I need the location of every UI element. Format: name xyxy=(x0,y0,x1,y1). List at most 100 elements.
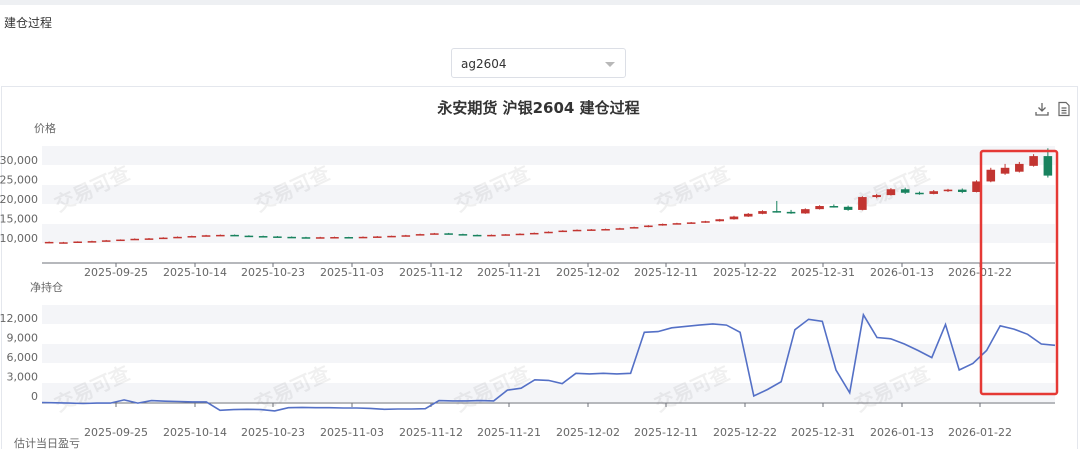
chevron-down-icon xyxy=(605,62,615,67)
candlestick xyxy=(672,222,682,225)
candlestick xyxy=(230,234,239,237)
candlestick xyxy=(801,208,810,214)
candlestick xyxy=(273,236,282,238)
price-grid-band xyxy=(42,185,1055,204)
candlestick xyxy=(1000,163,1010,175)
price-y-tick: 30,000 xyxy=(0,154,38,167)
candlestick xyxy=(116,239,125,242)
candlestick xyxy=(444,232,453,235)
candlestick xyxy=(87,240,97,243)
candlestick xyxy=(644,225,653,228)
price-x-tick-label: 2025-11-12 xyxy=(399,266,463,279)
candlestick xyxy=(144,238,154,240)
candlestick xyxy=(287,236,296,239)
candlestick xyxy=(729,215,739,220)
candlestick xyxy=(743,213,753,217)
section-title: 建仓过程 xyxy=(4,16,53,30)
position-x-tick-label: 2025-11-21 xyxy=(477,426,541,439)
position-x-tick-label: 2025-12-11 xyxy=(634,426,698,439)
position-x-tick-label: 2025-12-31 xyxy=(791,426,855,439)
candlestick xyxy=(943,188,953,192)
candlestick xyxy=(387,235,396,238)
candlestick xyxy=(158,237,168,240)
position-y-tick: 3,000 xyxy=(7,371,39,384)
data-view-icon[interactable] xyxy=(1056,101,1072,117)
position-y-tick: 0 xyxy=(31,390,38,403)
candlestick xyxy=(558,230,568,233)
candlestick xyxy=(358,236,368,239)
contract-select[interactable]: ag2604 xyxy=(451,48,626,78)
candlestick xyxy=(715,218,724,222)
candlestick xyxy=(101,239,111,242)
candlestick xyxy=(658,223,667,226)
candlestick xyxy=(458,233,468,236)
candlestick xyxy=(430,232,439,235)
download-icon[interactable] xyxy=(1034,101,1050,117)
candlestick xyxy=(487,234,496,237)
candlestick xyxy=(130,238,140,241)
candlestick xyxy=(601,228,610,231)
candlestick xyxy=(315,236,325,239)
price-x-tick-label: 2025-10-23 xyxy=(241,266,305,279)
position-x-tick-label: 2025-11-03 xyxy=(320,426,384,439)
candlestick xyxy=(373,236,382,238)
price-x-tick-label: 2025-12-31 xyxy=(791,266,855,279)
candlestick xyxy=(187,235,197,238)
candlestick xyxy=(587,229,596,231)
position-axis-label: 净持仓 xyxy=(30,280,63,294)
position-x-tick-label: 2025-09-25 xyxy=(84,426,148,439)
price-x-tick-label: 2025-12-02 xyxy=(556,266,620,279)
price-x-tick-label: 2025-11-21 xyxy=(477,266,541,279)
top-bar xyxy=(0,0,1080,5)
candlestick xyxy=(258,235,268,238)
price-x-tick-label: 2026-01-13 xyxy=(870,266,934,279)
position-x-tick-label: 2025-12-22 xyxy=(713,426,777,439)
position-x-tick-label: 2025-10-23 xyxy=(241,426,305,439)
candlestick xyxy=(173,236,182,239)
price-y-tick: 15,000 xyxy=(0,213,38,226)
candlestick xyxy=(872,193,881,199)
candlestick xyxy=(216,234,225,237)
position-grid-band xyxy=(42,305,1055,324)
candlestick xyxy=(615,227,625,230)
pnl-axis-label: 估计当日盈亏 xyxy=(14,436,80,449)
price-x-tick-label: 2025-09-25 xyxy=(84,266,148,279)
price-x-tick-label: 2025-11-03 xyxy=(320,266,384,279)
candlestick xyxy=(401,234,411,237)
candlestick xyxy=(629,226,639,229)
candlestick xyxy=(244,235,254,238)
candlestick xyxy=(829,204,839,208)
candlestick xyxy=(501,234,510,236)
candlestick xyxy=(1015,161,1024,173)
contract-select-value: ag2604 xyxy=(461,57,507,71)
candlestick xyxy=(544,231,553,234)
highlight-box xyxy=(979,149,1059,396)
candlestick xyxy=(330,236,339,239)
candlestick xyxy=(886,188,896,196)
candlestick xyxy=(73,241,82,244)
candlestick xyxy=(44,241,54,244)
price-x-tick-label: 2025-12-11 xyxy=(634,266,698,279)
candlestick xyxy=(986,167,996,183)
price-x-tick-label: 2025-12-22 xyxy=(713,266,777,279)
candlestick xyxy=(786,209,796,214)
position-x-tick-label: 2025-10-14 xyxy=(163,426,227,439)
candlestick xyxy=(201,234,211,237)
candlestick xyxy=(772,200,782,213)
net-position-line xyxy=(41,312,1056,412)
candlestick xyxy=(701,220,710,223)
candlestick xyxy=(957,188,967,194)
candlestick xyxy=(900,187,910,194)
position-x-tick-label: 2026-01-22 xyxy=(948,426,1012,439)
price-y-tick: 25,000 xyxy=(0,174,38,187)
candlestick xyxy=(815,205,824,210)
candlestick xyxy=(1029,154,1038,167)
chart-title: 永安期货 沪银2604 建仓过程 xyxy=(437,99,640,117)
position-x-tick-label: 2026-01-13 xyxy=(870,426,934,439)
candlestick xyxy=(915,191,924,195)
candlestick xyxy=(1043,148,1053,178)
candlestick xyxy=(572,229,582,232)
candlestick xyxy=(344,236,354,239)
position-y-tick: 12,000 xyxy=(0,312,38,325)
